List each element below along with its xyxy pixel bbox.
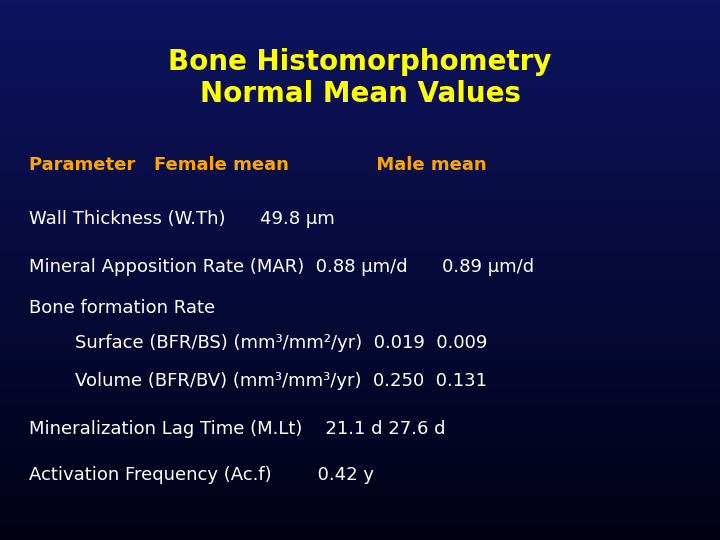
- Text: Mineral Apposition Rate (MAR)  0.88 μm/d      0.89 μm/d: Mineral Apposition Rate (MAR) 0.88 μm/d …: [29, 258, 534, 276]
- Text: Volume (BFR/BV) (mm³/mm³/yr)  0.250  0.131: Volume (BFR/BV) (mm³/mm³/yr) 0.250 0.131: [29, 372, 487, 390]
- Text: Activation Frequency (Ac.f)        0.42 y: Activation Frequency (Ac.f) 0.42 y: [29, 466, 374, 484]
- Text: Parameter   Female mean              Male mean: Parameter Female mean Male mean: [29, 156, 487, 174]
- Text: Mineralization Lag Time (M.Lt)    21.1 d 27.6 d: Mineralization Lag Time (M.Lt) 21.1 d 27…: [29, 420, 445, 438]
- Text: Surface (BFR/BS) (mm³/mm²/yr)  0.019  0.009: Surface (BFR/BS) (mm³/mm²/yr) 0.019 0.00…: [29, 334, 487, 352]
- Text: Bone Histomorphometry
Normal Mean Values: Bone Histomorphometry Normal Mean Values: [168, 48, 552, 109]
- Text: Bone formation Rate: Bone formation Rate: [29, 299, 215, 317]
- Text: Wall Thickness (W.Th)      49.8 μm: Wall Thickness (W.Th) 49.8 μm: [29, 210, 335, 228]
